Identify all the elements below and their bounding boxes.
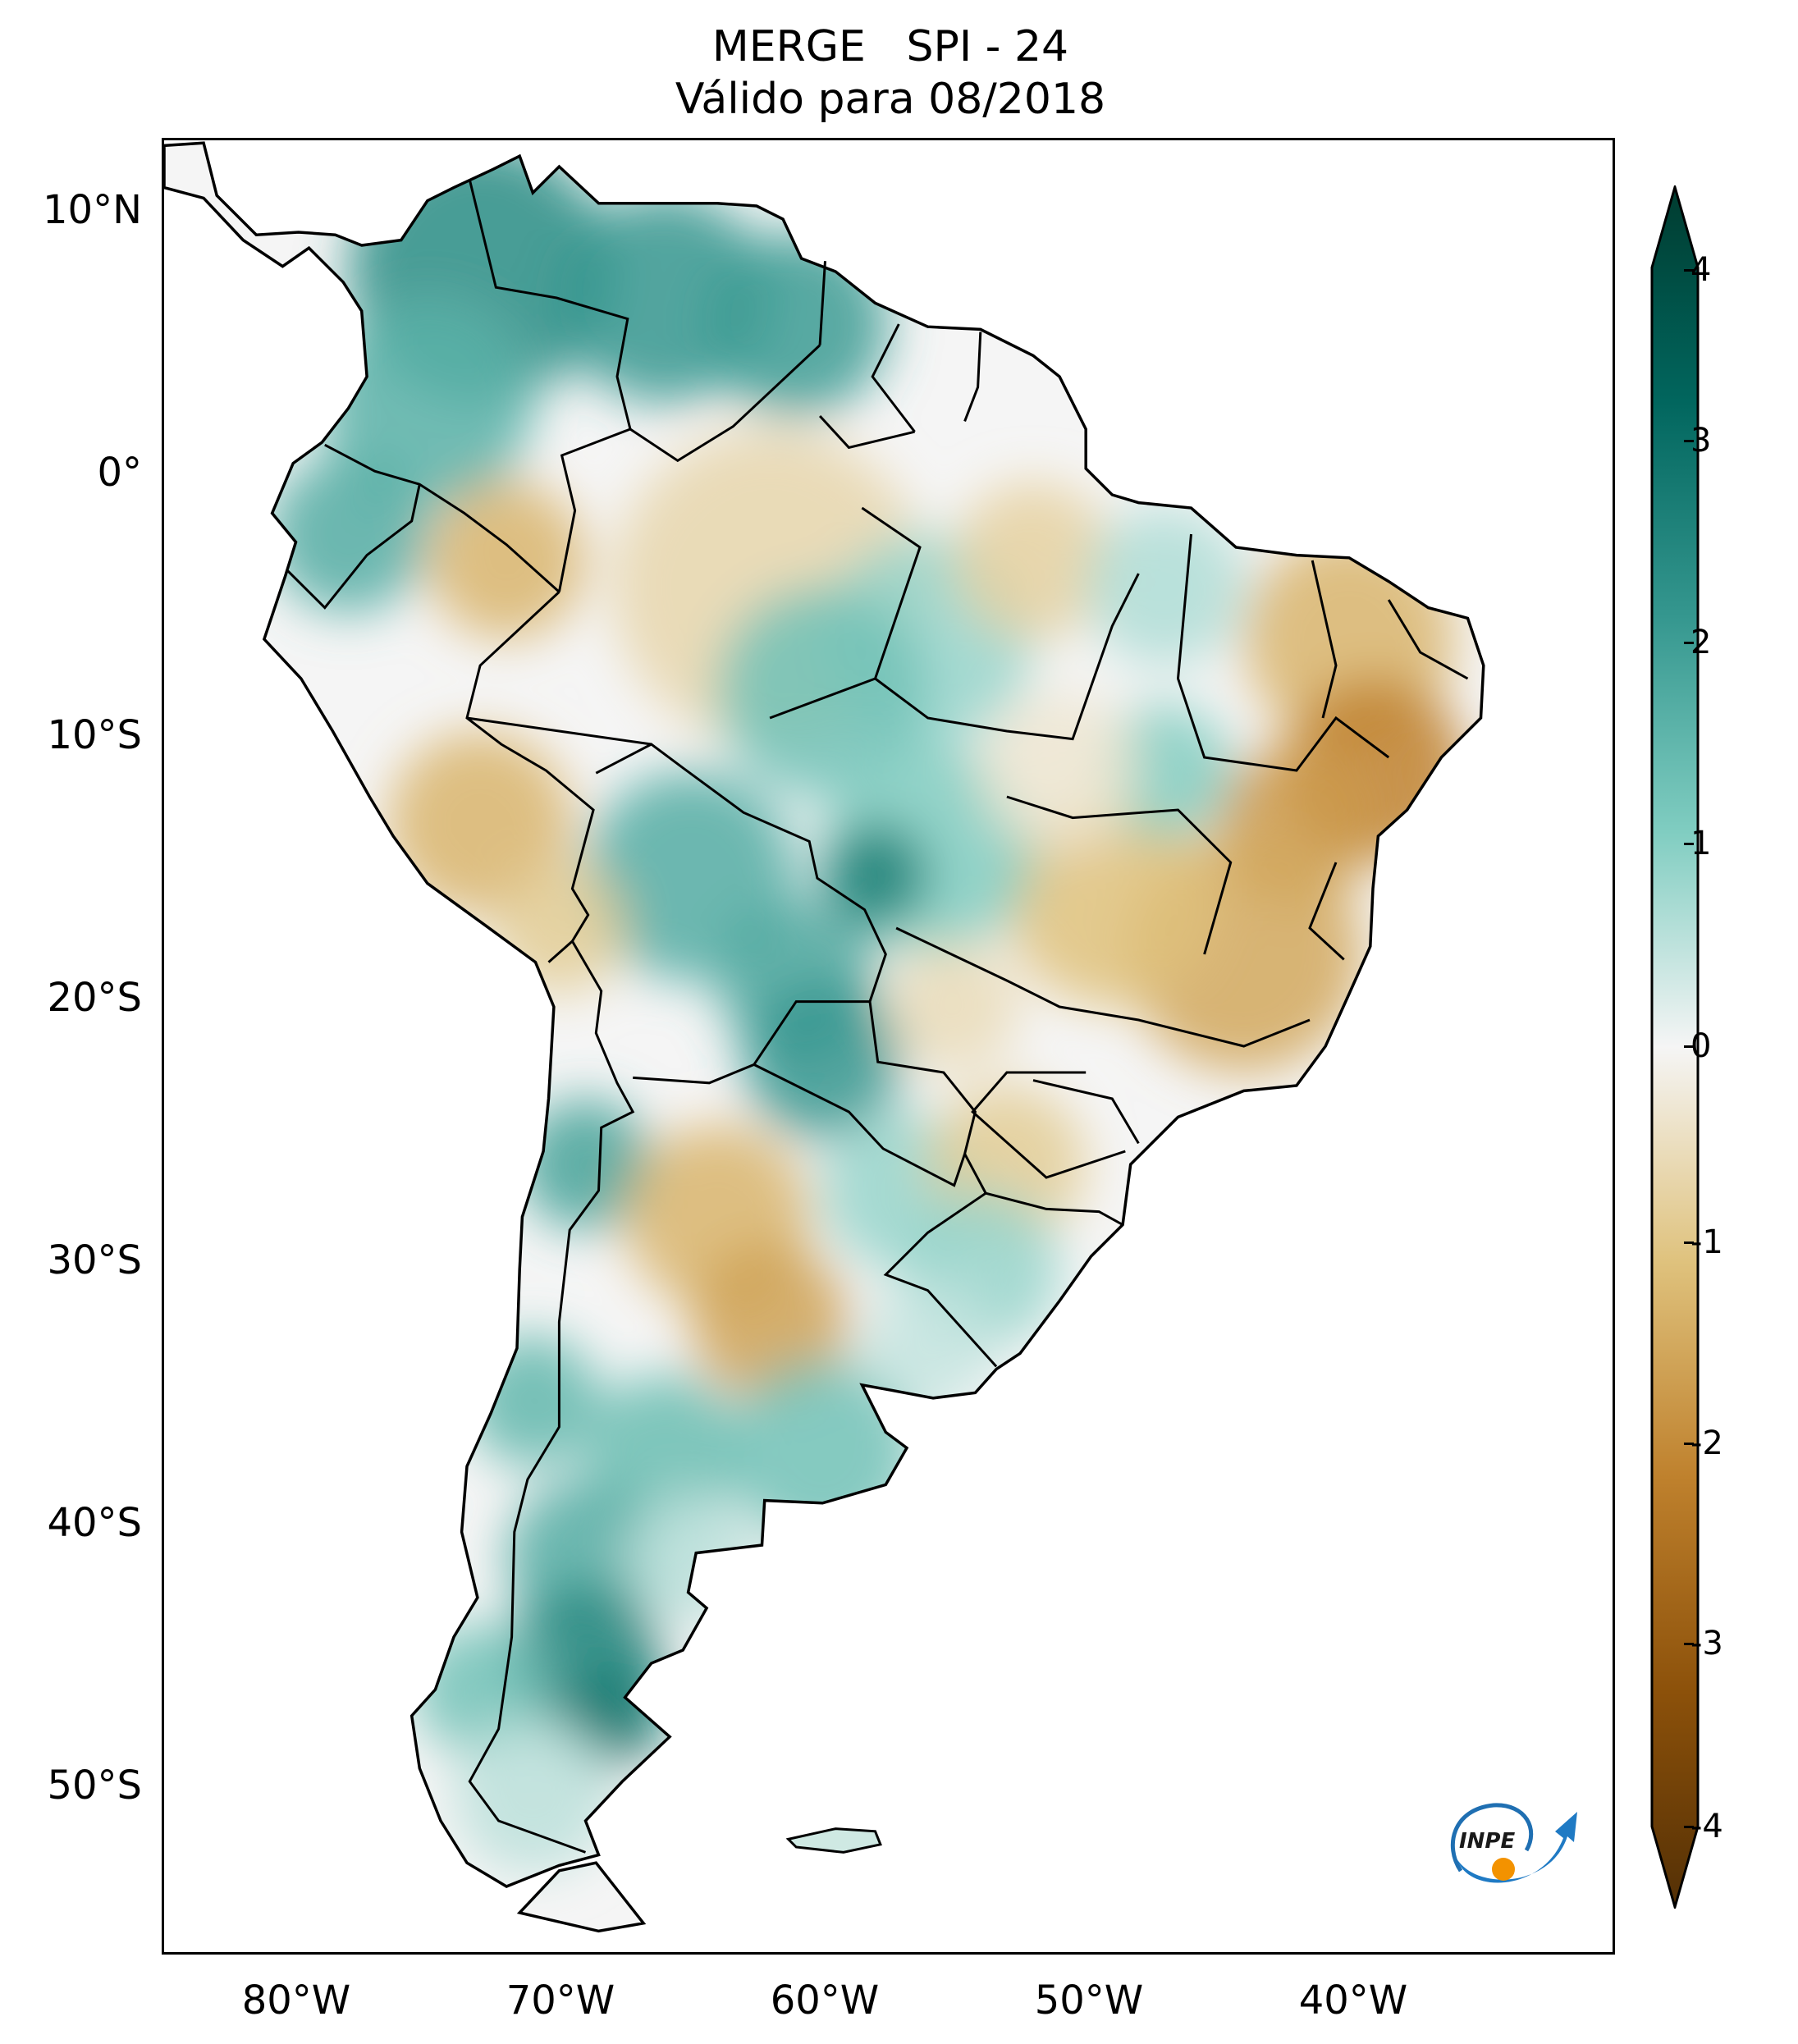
border-line-23: [1032, 1079, 1140, 1145]
colorbar-tick-m1: -1: [1684, 1223, 1723, 1261]
border-line-16: [1311, 560, 1338, 719]
border-line-11: [629, 344, 821, 463]
border-line-1: [324, 443, 560, 593]
spi-patch-21: [888, 940, 1020, 1073]
inpe-logo: INPE: [1450, 1803, 1577, 1883]
spi-patch-38: [454, 1715, 612, 1874]
lat-label-0: 0°: [97, 450, 142, 496]
spi-patch-8: [716, 586, 928, 798]
lat-label-10n: 10°N: [43, 187, 142, 233]
border-line-9: [871, 323, 916, 433]
spi-patch-30: [862, 1282, 994, 1415]
border-line-12: [818, 414, 915, 450]
border-line-3: [465, 591, 595, 963]
spi-patch-17: [822, 822, 928, 929]
lat-label-10s: 10°S: [47, 712, 142, 758]
lon-label-40w: 40°W: [1298, 1978, 1408, 2023]
border-line-22: [985, 1191, 1123, 1226]
lon-label-70w: 70°W: [506, 1978, 615, 2023]
coastline: [164, 141, 1485, 1933]
border-line-2: [286, 483, 421, 610]
lon-label-50w: 50°W: [1034, 1978, 1144, 2023]
border-line-17: [1387, 599, 1469, 680]
border-line-0: [468, 179, 632, 592]
border-line-4: [468, 940, 635, 1854]
lat-label-20s: 20°S: [47, 975, 142, 1021]
map-frame: [162, 138, 1615, 1955]
colorbar-tick-m4: -4: [1684, 1808, 1723, 1845]
border-line-21: [971, 1071, 1126, 1179]
colorbar-tick-m3: -3: [1684, 1625, 1723, 1662]
colorbar-tick-4: 4: [1683, 251, 1712, 289]
border-line-13: [895, 926, 1311, 1048]
border-line-19: [769, 506, 922, 720]
lat-label-50s: 50°S: [47, 1763, 142, 1809]
colorbar-tick-2: 2: [1683, 624, 1712, 661]
border-line-20: [466, 716, 652, 746]
border-line-18: [874, 573, 1140, 741]
spi-patch-5: [427, 481, 586, 640]
colorbar-bar: [1650, 185, 1700, 1909]
colorbar-tick-1: 1: [1683, 825, 1712, 862]
border-line-14: [1006, 795, 1233, 955]
inpe-logo-text: INPE: [1459, 1829, 1515, 1854]
spi-patch-2: [703, 231, 889, 417]
lon-label-80w: 80°W: [241, 1978, 351, 2023]
colorbar-tick-m2: -2: [1684, 1424, 1723, 1462]
map-title-line-1: MERGE SPI - 24: [711, 22, 1069, 71]
lon-label-60w: 60°W: [770, 1978, 880, 2023]
colorbar-tick-0: 0: [1683, 1027, 1712, 1065]
spi-patch-22: [387, 730, 573, 916]
spi-patch-41: [980, 691, 1139, 850]
south-america-spi-map: [164, 141, 1485, 1933]
border-line-8: [818, 261, 826, 345]
falkland-islands: [785, 1827, 882, 1854]
border-line-10: [963, 332, 982, 422]
spi-patch-10: [1086, 507, 1244, 666]
colorbar-tick-3: 3: [1683, 422, 1712, 460]
spi-patch-9: [954, 481, 1113, 640]
map-title-line-2: Válido para 08/2018: [675, 75, 1106, 124]
spi-patch-24: [519, 1098, 652, 1231]
lat-label-30s: 30°S: [47, 1237, 142, 1283]
border-line-24: [1308, 862, 1345, 961]
spi-patch-33: [467, 1334, 599, 1467]
spi-patch-23: [493, 862, 625, 995]
spi-patch-26: [690, 1242, 849, 1402]
country-borders: [286, 179, 1469, 1854]
spi-patch-4: [269, 455, 428, 614]
border-line-15: [1176, 533, 1390, 772]
spi-patch-3: [322, 297, 533, 509]
border-line-7: [883, 1153, 998, 1368]
spi-patch-39: [624, 1492, 757, 1625]
colorbar: [1650, 185, 1700, 1909]
lat-label-40s: 40°S: [47, 1500, 142, 1546]
